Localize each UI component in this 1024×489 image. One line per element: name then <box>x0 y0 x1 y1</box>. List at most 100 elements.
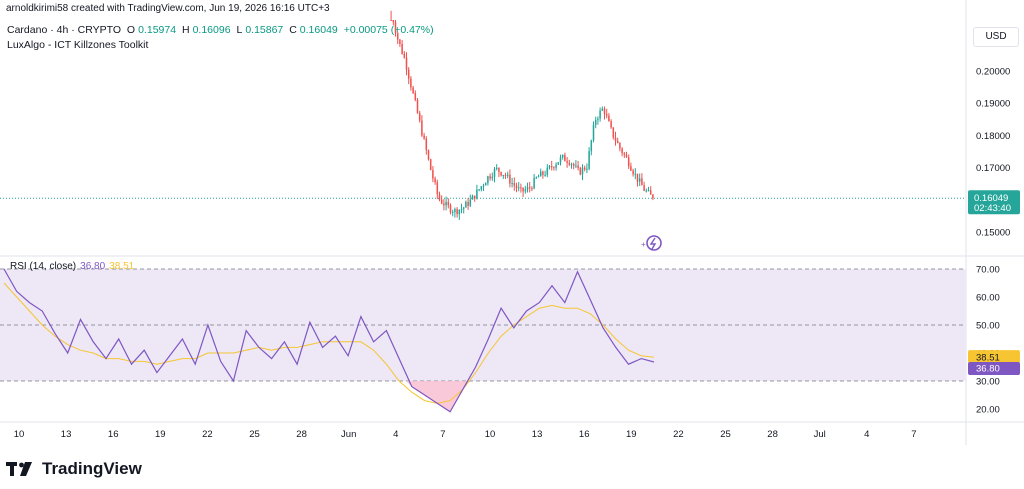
candle-body <box>544 174 546 176</box>
time-tick-label: 10 <box>485 429 496 440</box>
time-tick-label: Jun <box>341 429 356 440</box>
candle-body <box>407 69 410 79</box>
candle-body <box>454 209 456 213</box>
candle-body <box>641 178 643 186</box>
replay-icon[interactable]: + <box>641 235 662 251</box>
candle-body <box>592 124 595 141</box>
time-tick-label: 28 <box>767 429 778 440</box>
candle-body <box>531 188 533 190</box>
time-tick-label: 28 <box>296 429 307 440</box>
price-tick-label: 0.18000 <box>976 131 1010 142</box>
candle-body <box>597 118 599 120</box>
candle-body <box>627 157 630 167</box>
candle-body <box>440 199 443 204</box>
candle-body <box>425 138 428 151</box>
candle-body <box>495 167 498 169</box>
candle-body <box>515 185 518 189</box>
candle-body <box>594 119 597 125</box>
price-tick-label: 0.17000 <box>976 163 1010 174</box>
candle-body <box>410 78 412 88</box>
time-tick-label: 13 <box>61 429 72 440</box>
time-tick-label: 25 <box>249 429 260 440</box>
candle-body <box>445 201 447 206</box>
rsi-tick-label: 50.00 <box>976 321 1000 332</box>
rsi-ma-tag-value: 38.51 <box>976 353 1000 364</box>
candle-body <box>443 203 445 206</box>
candle-body <box>451 212 454 214</box>
candle-body <box>506 174 509 176</box>
candle-body <box>427 150 430 160</box>
candle-body <box>447 201 450 206</box>
candle-body <box>528 187 531 189</box>
rsi-ma-tag <box>968 350 1020 364</box>
price-tick-label: 0.19000 <box>976 99 1010 110</box>
candle-body <box>619 143 621 149</box>
candle-body <box>652 194 654 199</box>
candle-body <box>566 161 568 163</box>
candle-body <box>396 33 399 40</box>
candle-body <box>526 187 529 190</box>
candle-body <box>579 168 582 175</box>
candle-body <box>599 110 601 119</box>
candle-body <box>498 167 500 172</box>
candle-body <box>480 186 483 190</box>
candle-body <box>487 176 489 184</box>
candle-body <box>489 176 491 179</box>
time-tick-label: 7 <box>911 429 916 440</box>
candle-body <box>577 165 579 169</box>
candle-body <box>493 168 496 177</box>
candle-body <box>555 164 557 168</box>
candle-body <box>649 190 652 195</box>
candle-body <box>513 183 516 186</box>
high-value: 0.16096 <box>192 24 231 36</box>
candle-body <box>520 187 522 189</box>
candle-body <box>401 43 403 54</box>
indicator-name[interactable]: LuxAlgo - ICT Killzones Toolkit <box>7 39 149 51</box>
time-tick-label: 19 <box>626 429 637 440</box>
candle-body <box>575 165 577 167</box>
open-label: O <box>126 24 136 36</box>
rsi-value: 36.80 <box>80 261 106 272</box>
candle-body <box>568 162 571 165</box>
candle-body <box>484 183 487 186</box>
time-tick-label: 7 <box>440 429 445 440</box>
creator-line: arnoldkirimi58 created with TradingView.… <box>6 3 330 14</box>
candle-body <box>456 209 458 215</box>
time-tick-label: 4 <box>864 429 869 440</box>
oversold-fill <box>405 381 469 412</box>
candle-body <box>421 120 423 136</box>
candle-body <box>632 170 634 175</box>
rsi-tick-label: 30.00 <box>976 377 1000 388</box>
candle-body <box>517 187 520 189</box>
candle-body <box>438 194 441 200</box>
candle-body <box>436 182 439 195</box>
time-tick-label: 16 <box>108 429 119 440</box>
candle-body <box>616 140 619 144</box>
candle-body <box>423 135 425 139</box>
candle-body <box>500 171 502 176</box>
currency-button[interactable]: USD <box>973 27 1019 47</box>
candle-body <box>403 53 406 58</box>
candle-body <box>623 153 626 155</box>
candle-body <box>469 199 472 206</box>
rsi-legend[interactable]: RSI (14, close) 36.80 38.51 <box>10 261 134 272</box>
candle-body <box>416 99 419 113</box>
change-value: +0.00075 (+0.47%) <box>343 24 434 36</box>
price-candles <box>390 10 654 220</box>
rsi-label: RSI (14, close) <box>10 261 77 272</box>
candle-body <box>559 157 562 163</box>
candle-body <box>460 208 463 210</box>
svg-text:+: + <box>641 240 646 249</box>
price-tick-label: 0.20000 <box>976 67 1010 78</box>
close-label: C <box>289 24 297 36</box>
candle-body <box>418 112 421 121</box>
candle-body <box>429 159 432 171</box>
rsi-ma-value: 38.51 <box>109 261 135 272</box>
tradingview-logo[interactable]: TradingView <box>6 459 142 479</box>
candle-body <box>636 173 639 182</box>
symbol-name[interactable]: Cardano · 4h · CRYPTO <box>7 24 121 36</box>
candle-body <box>522 187 524 192</box>
candle-body <box>645 190 648 192</box>
candle-body <box>414 93 417 100</box>
